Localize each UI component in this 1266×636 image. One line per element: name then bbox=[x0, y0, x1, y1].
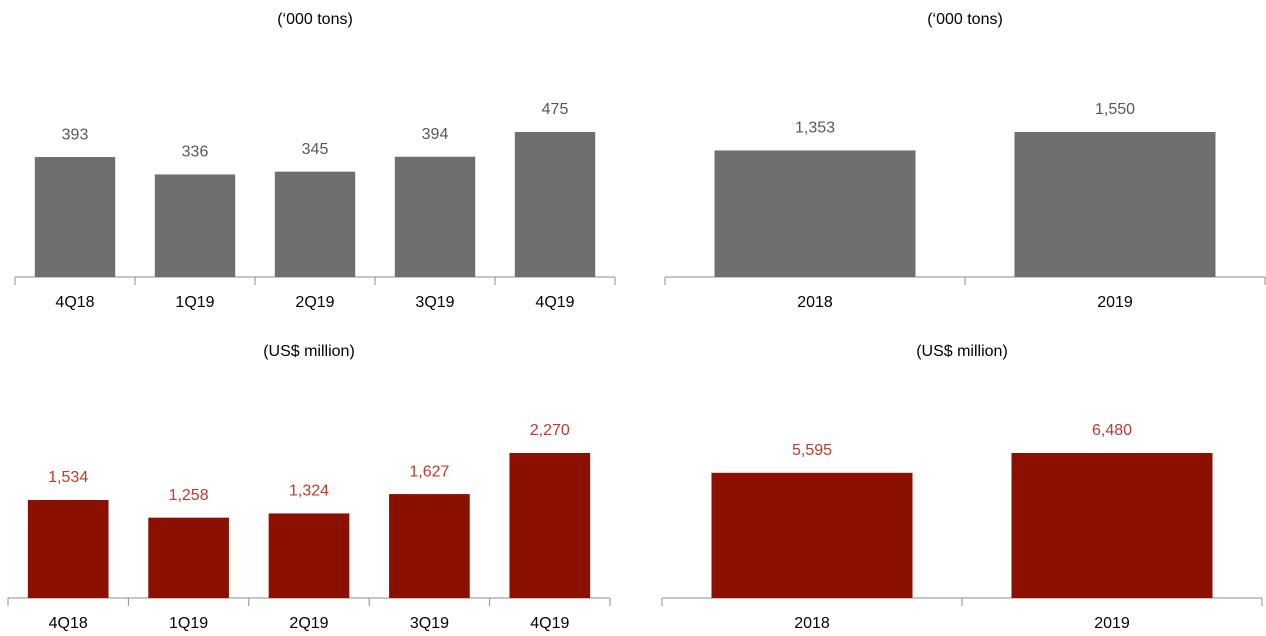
x-tick-label: 2018 bbox=[797, 294, 833, 311]
bar bbox=[394, 156, 476, 277]
bar bbox=[268, 513, 350, 598]
x-tick-label: 4Q19 bbox=[535, 294, 574, 311]
x-tick-label: 2Q19 bbox=[289, 615, 328, 632]
chart-subtitle: (‘000 tons) bbox=[927, 11, 1003, 28]
bar bbox=[34, 157, 116, 277]
value-label: 1,627 bbox=[409, 463, 449, 480]
bar bbox=[711, 472, 913, 598]
x-tick-label: 4Q18 bbox=[49, 615, 88, 632]
value-label: 1,534 bbox=[48, 469, 88, 486]
bar bbox=[154, 174, 236, 277]
bar bbox=[274, 171, 356, 277]
value-label: 1,353 bbox=[795, 120, 835, 137]
bar bbox=[714, 150, 916, 277]
x-tick-label: 1Q19 bbox=[175, 294, 214, 311]
x-tick-label: 1Q19 bbox=[169, 615, 208, 632]
value-label: 1,550 bbox=[1095, 101, 1135, 118]
value-label: 6,480 bbox=[1092, 422, 1132, 439]
x-tick-label: 2019 bbox=[1097, 294, 1133, 311]
chart-subtitle: (US$ million) bbox=[916, 343, 1008, 360]
bar bbox=[514, 132, 596, 277]
bar bbox=[1011, 453, 1213, 598]
bar bbox=[148, 517, 229, 598]
value-label: 475 bbox=[542, 101, 569, 118]
value-label: 2,270 bbox=[530, 422, 570, 439]
value-label: 336 bbox=[182, 144, 209, 161]
bar bbox=[509, 453, 591, 598]
value-label: 5,595 bbox=[792, 442, 832, 459]
x-tick-label: 4Q19 bbox=[530, 615, 569, 632]
chart-subtitle: (US$ million) bbox=[263, 343, 355, 360]
value-label: 345 bbox=[302, 141, 329, 158]
x-tick-label: 3Q19 bbox=[415, 294, 454, 311]
x-tick-label: 2Q19 bbox=[295, 294, 334, 311]
bar bbox=[27, 500, 109, 598]
x-tick-label: 3Q19 bbox=[410, 615, 449, 632]
x-tick-label: 2018 bbox=[794, 615, 830, 632]
value-label: 1,324 bbox=[289, 483, 329, 500]
value-label: 1,258 bbox=[169, 487, 209, 504]
x-tick-label: 4Q18 bbox=[55, 294, 94, 311]
x-tick-label: 2019 bbox=[1094, 615, 1130, 632]
value-label: 394 bbox=[422, 126, 449, 143]
chart-subtitle: (‘000 tons) bbox=[277, 11, 353, 28]
bar bbox=[1014, 132, 1216, 277]
value-label: 393 bbox=[62, 126, 89, 143]
bar bbox=[389, 494, 470, 598]
